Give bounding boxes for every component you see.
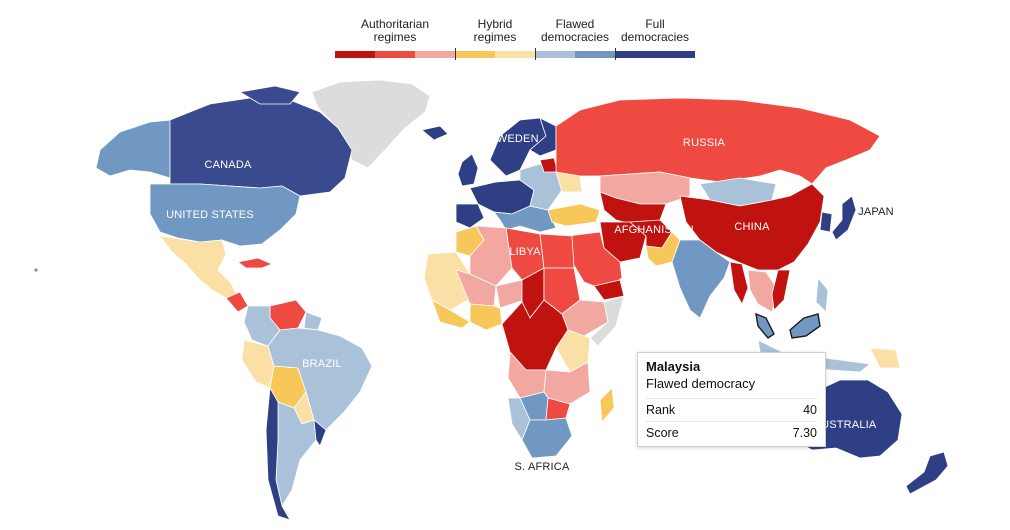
country-india[interactable] [671,239,731,319]
country-madagascar[interactable] [599,387,615,423]
legend-swatch-full [615,51,695,58]
country-chile[interactable] [265,386,291,521]
map-label-south-africa: S. AFRICA [514,461,570,473]
tooltip-score-value: 7.30 [792,426,817,440]
country-guyana[interactable] [303,311,323,331]
legend-swatch-authoritarian-dark [335,51,375,58]
world-map: CANADA UNITED STATES BRAZIL SWEDEN RUSSI… [0,70,1010,530]
country-uk[interactable] [457,153,479,187]
map-label-japan: JAPAN [858,206,894,218]
legend-divider [615,48,616,60]
tooltip-category: Flawed democracy [646,376,756,391]
tooltip-rank-value: 40 [803,403,817,417]
country-brazil[interactable] [267,327,373,431]
tooltip-country-name: Malaysia [646,359,701,374]
map-label-australia: AUSTRALIA [813,419,877,431]
country-malaysia-peninsula[interactable] [755,312,775,339]
country-tooltip: Malaysia Flawed democracy Rank 40 Score … [637,352,826,447]
country-indochina[interactable] [747,269,779,313]
legend-label-full: Full democracies [620,17,690,44]
tooltip-rank-row: Rank 40 [646,398,817,421]
tooltip-score-label: Score [646,426,679,440]
map-label-sweden: SWEDEN [489,133,539,145]
legend-swatch-authoritarian-light [415,51,455,58]
country-uruguay[interactable] [313,419,327,447]
legend-swatch-authoritarian-mid [375,51,415,58]
country-united-states[interactable] [149,183,301,247]
country-new-zealand[interactable] [905,451,949,495]
country-canada-islands[interactable] [238,85,301,105]
legend-label-authoritarian: Authoritarian regimes [360,17,430,44]
map-label-canada: CANADA [204,159,252,171]
country-vietnam[interactable] [771,269,791,311]
map-label-russia: RUSSIA [682,137,726,149]
country-cuba[interactable] [237,257,274,269]
country-mali[interactable] [455,269,497,307]
country-mexico[interactable] [159,235,239,299]
country-papua[interactable] [869,347,901,369]
country-south-africa[interactable] [521,417,573,459]
legend-divider [455,48,456,60]
country-russia[interactable] [555,97,881,185]
country-myanmar[interactable] [729,261,749,305]
country-niger[interactable] [495,279,525,309]
country-iberia[interactable] [455,203,485,229]
map-label-libya: LIBYA [509,246,541,258]
legend-swatch-flawed-dark [575,51,615,58]
country-alaska[interactable] [95,119,173,179]
country-egypt[interactable] [539,233,575,269]
country-coastal-west-africa[interactable] [431,299,471,329]
country-west-africa[interactable] [423,251,471,311]
map-label-afghanistan: AFGHANISTAN [614,224,694,236]
country-malaysia-borneo[interactable] [789,313,821,339]
country-arabia[interactable] [567,231,623,291]
country-turkey[interactable] [547,203,601,227]
country-philippines[interactable] [815,276,829,313]
country-tanzania-region[interactable] [543,361,591,405]
legend: Authoritarian regimes Hybrid regimes Fla… [335,18,695,60]
country-nigeria[interactable] [469,303,503,331]
map-label-united-states: UNITED STATES [166,209,254,221]
legend-swatch-flawed-light [535,51,575,58]
legend-swatch-hybrid-light [495,51,535,58]
country-korea[interactable] [819,211,833,233]
legend-label-hybrid: Hybrid regimes [473,17,517,44]
country-iceland[interactable] [421,125,449,141]
country-somalia[interactable] [589,295,625,347]
country-hawaii[interactable] [33,267,39,273]
legend-label-flawed: Flawed democracies [540,17,610,44]
country-southern-europe[interactable] [493,205,557,233]
legend-swatch-hybrid-dark [455,51,495,58]
legend-divider [535,48,536,60]
tooltip-score-row: Score 7.30 [646,421,817,444]
country-japan[interactable] [831,195,857,241]
map-label-brazil: BRAZIL [302,358,342,370]
map-label-china: CHINA [734,221,770,233]
tooltip-rank-label: Rank [646,403,676,417]
